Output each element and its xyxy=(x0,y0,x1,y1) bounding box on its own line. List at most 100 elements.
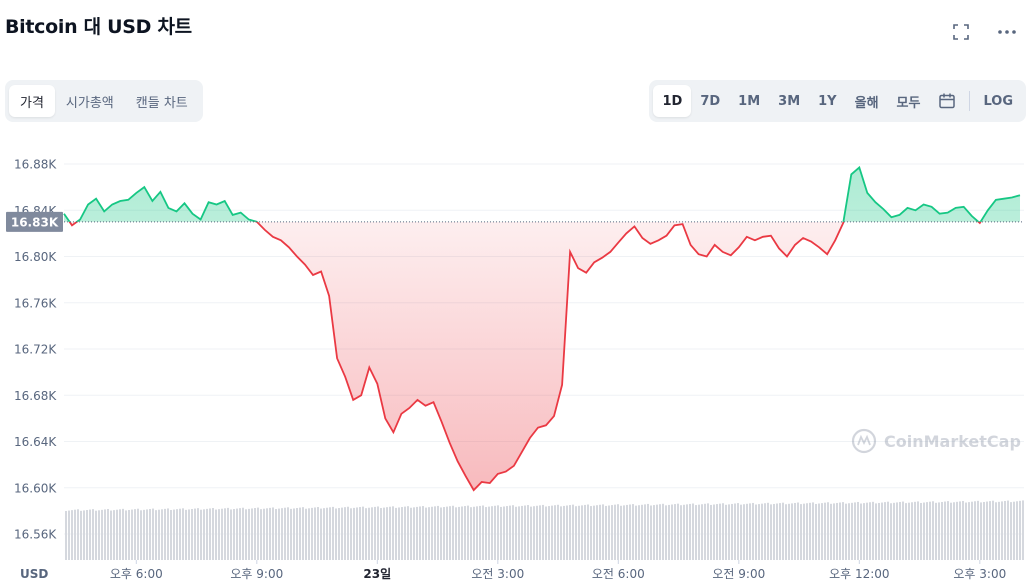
volume-bar xyxy=(839,502,841,560)
y-tick-label: 16.76K xyxy=(14,296,57,310)
calendar-button[interactable] xyxy=(929,85,965,117)
volume-bar xyxy=(125,510,127,560)
volume-bar xyxy=(224,508,226,560)
volume-bar xyxy=(566,505,568,560)
volume-bar xyxy=(413,507,415,560)
volume-bar xyxy=(155,510,157,560)
volume-bar xyxy=(869,502,871,560)
volume-bar xyxy=(113,510,115,560)
volume-bar xyxy=(632,504,634,560)
volume-bar xyxy=(722,503,724,560)
volume-bar xyxy=(1001,501,1003,560)
volume-bar xyxy=(383,507,385,560)
volume-bar xyxy=(539,505,541,560)
volume-bar xyxy=(902,501,904,560)
volume-bar xyxy=(464,506,466,560)
volume-bar xyxy=(320,508,322,560)
volume-bar xyxy=(665,505,667,560)
range-7d[interactable]: 7D xyxy=(700,93,721,109)
volume-bar xyxy=(77,509,79,560)
volume-bar xyxy=(701,504,703,560)
range-1y[interactable]: 1Y xyxy=(818,93,837,109)
volume-bar xyxy=(368,507,370,560)
range-3m[interactable]: 3M xyxy=(778,93,801,109)
volume-bar xyxy=(146,509,148,560)
price-line-up xyxy=(63,165,1021,222)
volume-bar xyxy=(608,505,610,560)
volume-bar xyxy=(857,501,859,560)
volume-bar xyxy=(311,507,313,560)
volume-bar xyxy=(1004,500,1006,560)
volume-bar xyxy=(548,506,550,560)
range-ytd[interactable]: 올해 xyxy=(854,95,879,111)
range-1m[interactable]: 1M xyxy=(738,93,761,109)
volume-bar xyxy=(752,502,754,560)
volume-bar xyxy=(653,505,655,560)
volume-bar xyxy=(989,501,991,560)
volume-bar xyxy=(812,502,814,560)
log-scale-toggle[interactable]: LOG xyxy=(983,93,1013,109)
current-price-label: 16.83K xyxy=(11,215,59,229)
volume-bar xyxy=(503,506,505,560)
volume-bar xyxy=(107,508,109,560)
volume-bar xyxy=(914,501,916,560)
volume-bar xyxy=(704,503,706,560)
volume-bar xyxy=(293,508,295,560)
volume-bar xyxy=(377,506,379,560)
coinmarketcap-logo-icon xyxy=(851,428,877,454)
volume-bar xyxy=(626,504,628,560)
volume-bar xyxy=(770,504,772,560)
volume-bar xyxy=(137,508,139,560)
volume-bar xyxy=(479,505,481,560)
tab-market-cap[interactable]: 시가총액 xyxy=(65,95,114,111)
tab-candle-chart[interactable]: 캔들 차트 xyxy=(135,95,188,111)
more-icon[interactable] xyxy=(997,22,1017,42)
volume-bar xyxy=(392,506,394,560)
volume-bar xyxy=(851,502,853,560)
volume-bar xyxy=(956,501,958,560)
watermark-text: CoinMarketCap xyxy=(884,432,1021,451)
volume-bar xyxy=(986,501,988,560)
tab-price[interactable]: 가격 xyxy=(9,85,55,117)
volume-bar xyxy=(602,504,604,560)
volume-bar xyxy=(524,505,526,560)
volume-bar xyxy=(110,510,112,560)
volume-bar xyxy=(545,506,547,560)
volume-bar xyxy=(767,502,769,560)
volume-bar xyxy=(443,507,445,560)
volume-bar xyxy=(935,502,937,560)
volume-bar xyxy=(521,505,523,560)
volume-bar xyxy=(485,507,487,560)
volume-bar xyxy=(536,505,538,560)
volume-bar xyxy=(893,502,895,560)
volume-bar xyxy=(587,504,589,560)
y-tick-label: 16.88K xyxy=(14,158,57,172)
volume-bar xyxy=(620,505,622,560)
volume-bar xyxy=(641,504,643,560)
range-1d[interactable]: 1D xyxy=(653,85,692,117)
volume-bar xyxy=(1010,502,1012,560)
volume-bar xyxy=(806,503,808,560)
volume-bar xyxy=(374,506,376,560)
volume-bar xyxy=(797,502,799,560)
volume-bar xyxy=(710,504,712,560)
volume-bar xyxy=(737,503,739,560)
volume-bar xyxy=(917,501,919,560)
volume-bar xyxy=(488,506,490,560)
range-all[interactable]: 모두 xyxy=(896,95,921,111)
volume-bar xyxy=(167,508,169,560)
y-tick-label: 16.60K xyxy=(14,481,57,495)
volume-bar xyxy=(80,510,82,560)
volume-bar xyxy=(683,504,685,560)
volume-bar xyxy=(191,509,193,560)
fullscreen-icon[interactable] xyxy=(951,22,971,42)
volume-bar xyxy=(143,509,145,560)
volume-bar xyxy=(554,505,556,560)
volume-bar xyxy=(575,506,577,560)
price-chart[interactable]: 16.56K 16.60K 16.64K 16.68K 16.72K 16.76K 16.8… xyxy=(0,140,1031,586)
volume-bar xyxy=(104,509,106,560)
volume-bar xyxy=(359,507,361,560)
volume-bar xyxy=(95,510,97,560)
volume-bar xyxy=(617,504,619,560)
volume-bar xyxy=(497,505,499,560)
